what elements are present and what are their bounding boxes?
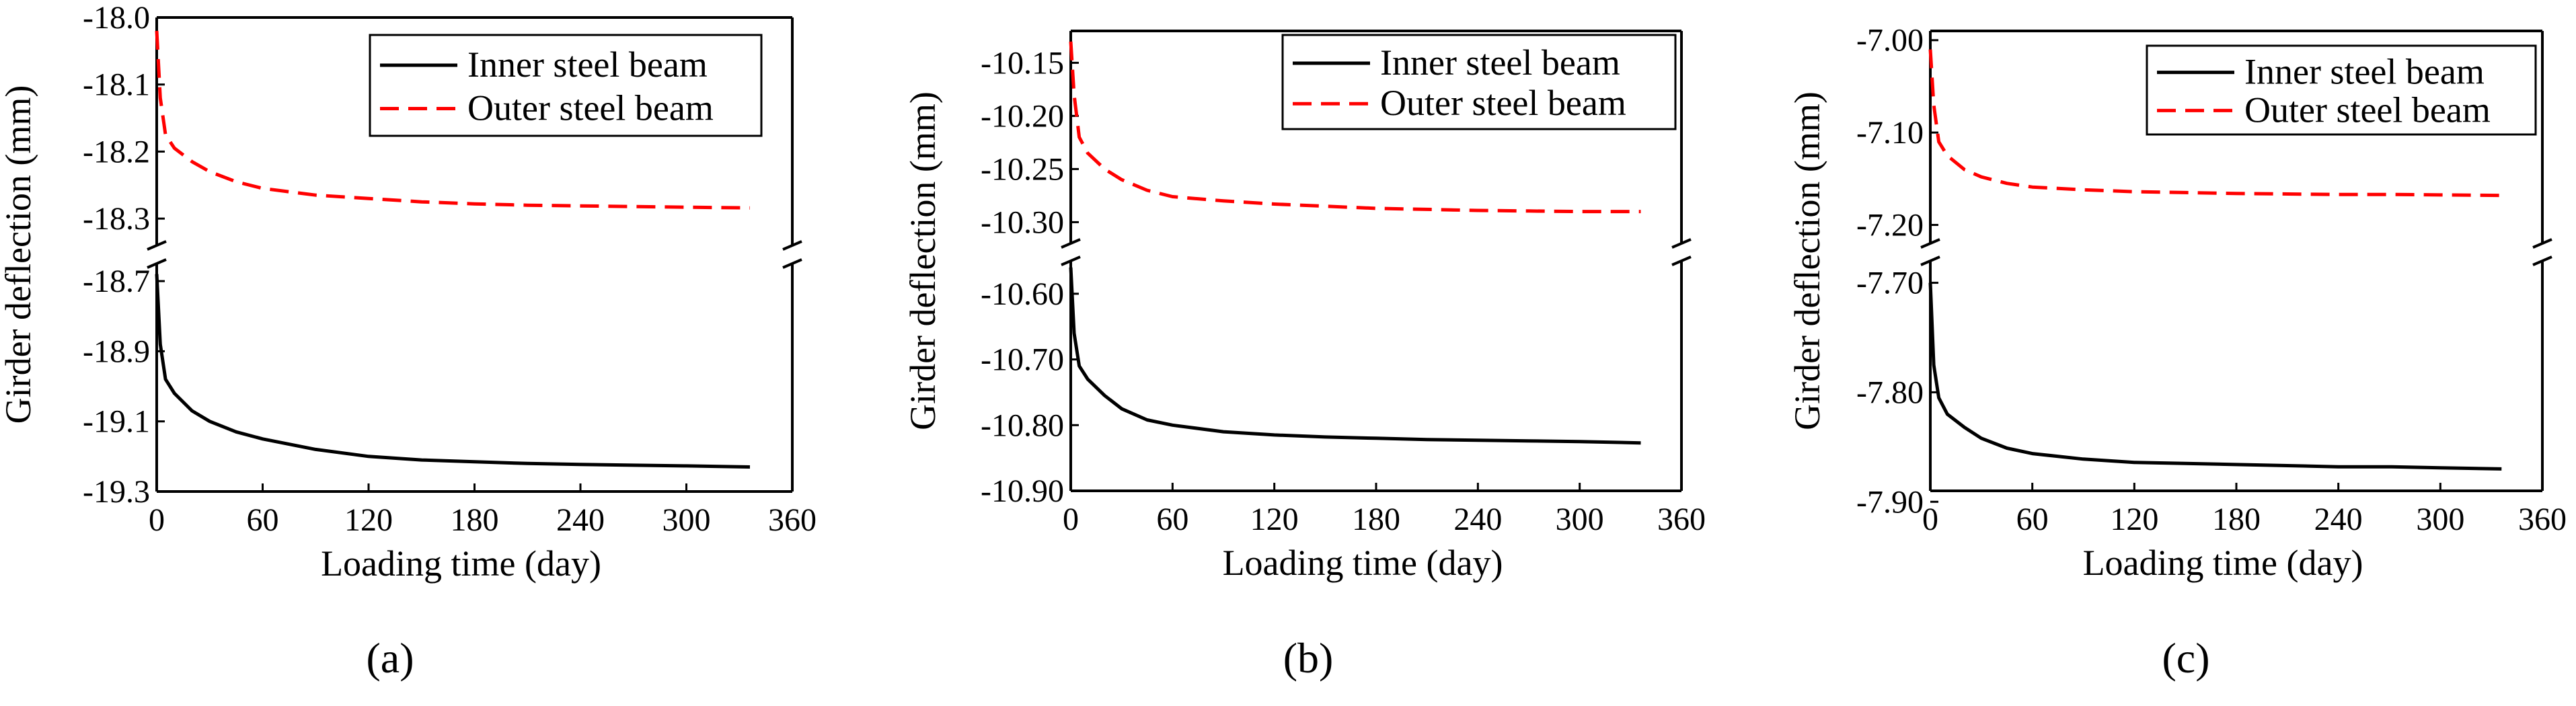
x-tick-label: 180	[2212, 502, 2261, 537]
y-tick-label-upper: -7.00	[1856, 23, 1924, 58]
legend-label-inner: Inner steel beam	[467, 44, 708, 85]
axis-break-mark-left-1	[147, 240, 167, 251]
y-tick-label-lower: -7.90	[1856, 484, 1924, 520]
y-tick-label-upper: -7.20	[1856, 208, 1924, 243]
y-tick-label-lower: -18.9	[83, 334, 150, 369]
x-axis-label: Loading time (day)	[321, 543, 601, 584]
y-tick-label-lower: -18.7	[83, 264, 150, 299]
panel-label: (a)	[366, 634, 414, 682]
series-line-outer-steel-beam	[155, 30, 751, 210]
axis-break-mark-left-1	[1061, 238, 1081, 249]
x-tick-label: 360	[1657, 502, 1706, 537]
axis-break-mark-left-2	[1920, 256, 1940, 266]
x-axis-label: Loading time (day)	[1223, 543, 1503, 583]
x-tick-label: 300	[2416, 502, 2464, 537]
panel-label: (c)	[2162, 634, 2209, 682]
series-line-inner-steel-beam	[155, 274, 751, 469]
y-axis-label: Girder deflection (mm)	[0, 85, 38, 424]
y-tick-label-lower: -19.3	[83, 474, 150, 510]
y-tick-label-upper: -10.15	[981, 45, 1064, 81]
x-tick-label: 300	[1556, 502, 1604, 537]
x-tick-label: 0	[1922, 502, 1938, 537]
axis-break-mark-left-2	[1061, 256, 1081, 266]
x-tick-label: 0	[149, 502, 165, 538]
series-line-inner-steel-beam	[1928, 282, 2502, 471]
series-line-outer-steel-beam	[1069, 41, 1641, 214]
axis-break-mark-left-2	[147, 258, 167, 269]
legend-label-outer: Outer steel beam	[467, 88, 714, 128]
x-tick-label: 360	[2518, 502, 2567, 537]
x-tick-label: 120	[344, 502, 393, 538]
series-line-outer-steel-beam	[1928, 49, 2502, 198]
legend-box	[1281, 34, 1677, 130]
panel-label: (b)	[1283, 634, 1334, 682]
y-tick-label-upper: -18.1	[83, 67, 150, 103]
legend-box	[369, 34, 763, 137]
axis-break-mark-right-2	[2532, 256, 2552, 266]
legend-box	[2146, 44, 2537, 136]
axis-break-mark-left-1	[1920, 238, 1940, 249]
y-axis-label: Girder deflection (mm)	[1787, 91, 1827, 430]
x-tick-label: 180	[451, 502, 499, 538]
x-tick-label: 180	[1352, 502, 1400, 537]
y-tick-label-upper: -18.2	[83, 134, 150, 169]
legend-label-inner: Inner steel beam	[2244, 52, 2485, 92]
y-tick-label-lower: -10.80	[981, 407, 1064, 443]
chart-panel-b: 0 60 120 180 240 300 360 -10.15 -10.20 -10.25 -10.…	[903, 30, 1706, 682]
x-tick-label: 300	[662, 502, 711, 538]
axis-break-mark-right-1	[1671, 238, 1692, 249]
y-tick-label-upper: -18.3	[83, 201, 150, 237]
y-tick-label-lower: -7.80	[1856, 375, 1924, 410]
x-axis-label: Loading time (day)	[2083, 543, 2363, 583]
y-tick-label-upper: -10.20	[981, 98, 1064, 134]
y-tick-label-lower: -10.70	[981, 342, 1064, 378]
x-tick-label: 60	[247, 502, 279, 538]
axis-break-mark-right-2	[1671, 256, 1692, 266]
x-tick-label: 120	[2110, 502, 2158, 537]
legend-label-outer: Outer steel beam	[2244, 89, 2491, 130]
y-tick-label-lower: -10.60	[981, 276, 1064, 312]
x-tick-label: 0	[1063, 502, 1079, 537]
x-tick-label: 240	[1453, 502, 1502, 537]
y-tick-label-upper: -10.25	[981, 151, 1064, 187]
x-tick-label: 120	[1250, 502, 1299, 537]
x-tick-label: 360	[768, 502, 817, 538]
x-tick-label: 60	[1156, 502, 1188, 537]
chart-panel-c: 0 60 120 180 240 300 360 -7.00 -7.10 -7.20 -7.70 -7…	[1787, 23, 2567, 682]
legend-label-outer: Outer steel beam	[1380, 83, 1626, 123]
series-line-inner-steel-beam	[1069, 267, 1641, 445]
chart-panel-a: 0 60 120 180 240 300 360 -18.0 -18.1 -18.2 -18.3 -1…	[0, 0, 817, 682]
axis-break-mark-right-1	[2532, 238, 2552, 249]
axis-break-mark-right-2	[782, 258, 802, 269]
legend-label-inner: Inner steel beam	[1380, 42, 1620, 83]
y-tick-label-lower: -10.90	[981, 473, 1064, 509]
y-tick-label-upper: -18.0	[83, 0, 150, 36]
x-tick-label: 60	[2016, 502, 2049, 537]
y-tick-label-upper: -10.30	[981, 204, 1064, 240]
y-tick-label-upper: -7.10	[1856, 115, 1924, 151]
x-tick-label: 240	[2314, 502, 2363, 537]
y-tick-label-lower: -7.70	[1856, 266, 1924, 301]
y-tick-label-lower: -19.1	[83, 404, 150, 440]
x-tick-label: 240	[556, 502, 605, 538]
y-axis-label: Girder deflection (mm)	[903, 91, 943, 430]
axis-break-mark-right-1	[782, 240, 802, 251]
